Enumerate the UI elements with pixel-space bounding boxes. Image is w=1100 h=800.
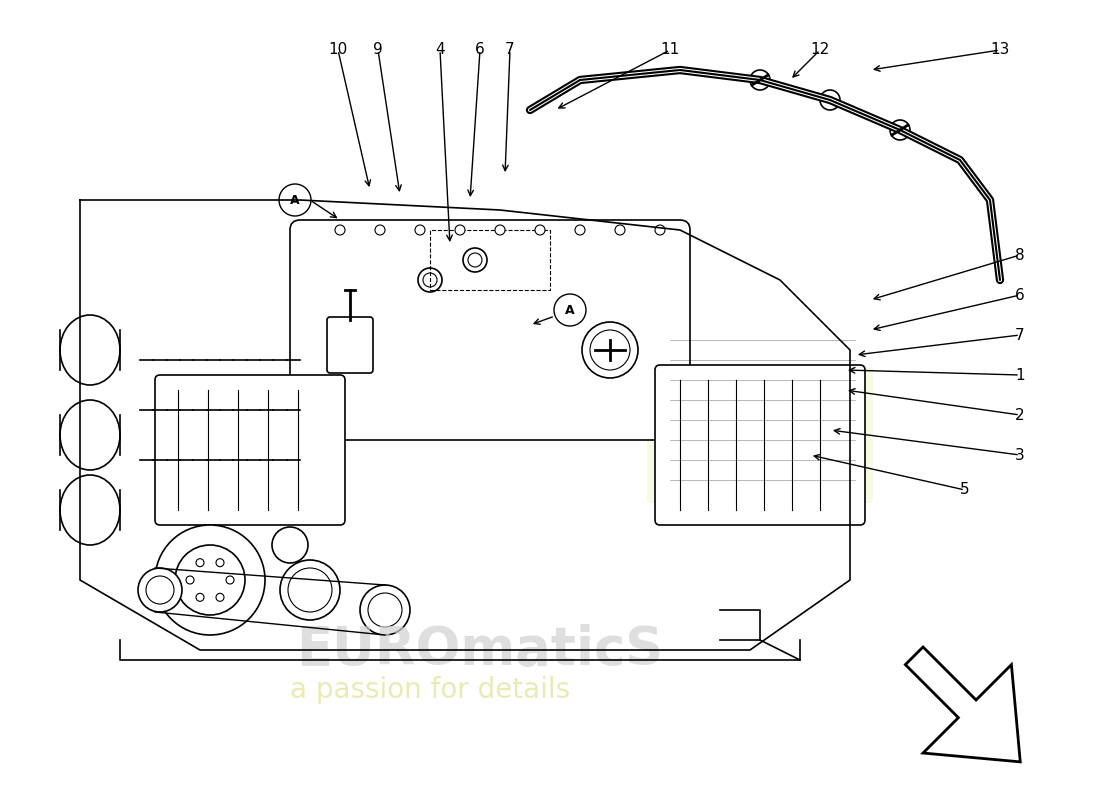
Circle shape — [186, 576, 194, 584]
Circle shape — [463, 248, 487, 272]
Circle shape — [615, 225, 625, 235]
Circle shape — [750, 70, 770, 90]
Circle shape — [272, 527, 308, 563]
Text: 5: 5 — [960, 482, 970, 498]
Circle shape — [582, 322, 638, 378]
Circle shape — [575, 225, 585, 235]
Circle shape — [418, 268, 442, 292]
Text: 4: 4 — [436, 42, 444, 58]
Text: 2: 2 — [1015, 407, 1025, 422]
FancyBboxPatch shape — [647, 367, 873, 503]
Circle shape — [336, 225, 345, 235]
Circle shape — [554, 294, 586, 326]
Circle shape — [196, 594, 204, 602]
Text: 12: 12 — [811, 42, 829, 58]
Ellipse shape — [60, 475, 120, 545]
Circle shape — [654, 225, 666, 235]
Text: a passion for details: a passion for details — [290, 676, 570, 704]
Ellipse shape — [60, 315, 120, 385]
Text: A: A — [565, 303, 575, 317]
Circle shape — [368, 593, 402, 627]
Circle shape — [360, 585, 410, 635]
Circle shape — [455, 225, 465, 235]
Text: 9: 9 — [373, 42, 383, 58]
FancyBboxPatch shape — [327, 317, 373, 373]
Circle shape — [424, 273, 437, 287]
Text: 6: 6 — [475, 42, 485, 58]
Circle shape — [820, 90, 840, 110]
Text: 8: 8 — [1015, 247, 1025, 262]
Circle shape — [468, 253, 482, 267]
Ellipse shape — [60, 400, 120, 470]
Text: A: A — [290, 194, 300, 206]
Circle shape — [415, 225, 425, 235]
Circle shape — [155, 525, 265, 635]
Circle shape — [175, 545, 245, 615]
Circle shape — [138, 568, 182, 612]
Circle shape — [196, 558, 204, 566]
Circle shape — [288, 568, 332, 612]
FancyBboxPatch shape — [290, 220, 690, 440]
Circle shape — [279, 184, 311, 216]
Circle shape — [146, 576, 174, 604]
Text: 7: 7 — [1015, 327, 1025, 342]
Circle shape — [216, 558, 224, 566]
Text: 6: 6 — [1015, 287, 1025, 302]
Circle shape — [216, 594, 224, 602]
Text: 11: 11 — [660, 42, 680, 58]
Text: 1: 1 — [1015, 367, 1025, 382]
Circle shape — [535, 225, 544, 235]
Bar — [430, 230, 550, 290]
FancyBboxPatch shape — [654, 365, 865, 525]
Circle shape — [495, 225, 505, 235]
Circle shape — [590, 330, 630, 370]
Circle shape — [280, 560, 340, 620]
Circle shape — [226, 576, 234, 584]
Circle shape — [375, 225, 385, 235]
Text: EUROmaticS: EUROmaticS — [296, 624, 663, 676]
Circle shape — [890, 120, 910, 140]
Text: 10: 10 — [329, 42, 348, 58]
Text: 7: 7 — [505, 42, 515, 58]
Text: 3: 3 — [1015, 447, 1025, 462]
Text: 13: 13 — [990, 42, 1010, 58]
Polygon shape — [905, 647, 1021, 762]
FancyBboxPatch shape — [155, 375, 345, 525]
